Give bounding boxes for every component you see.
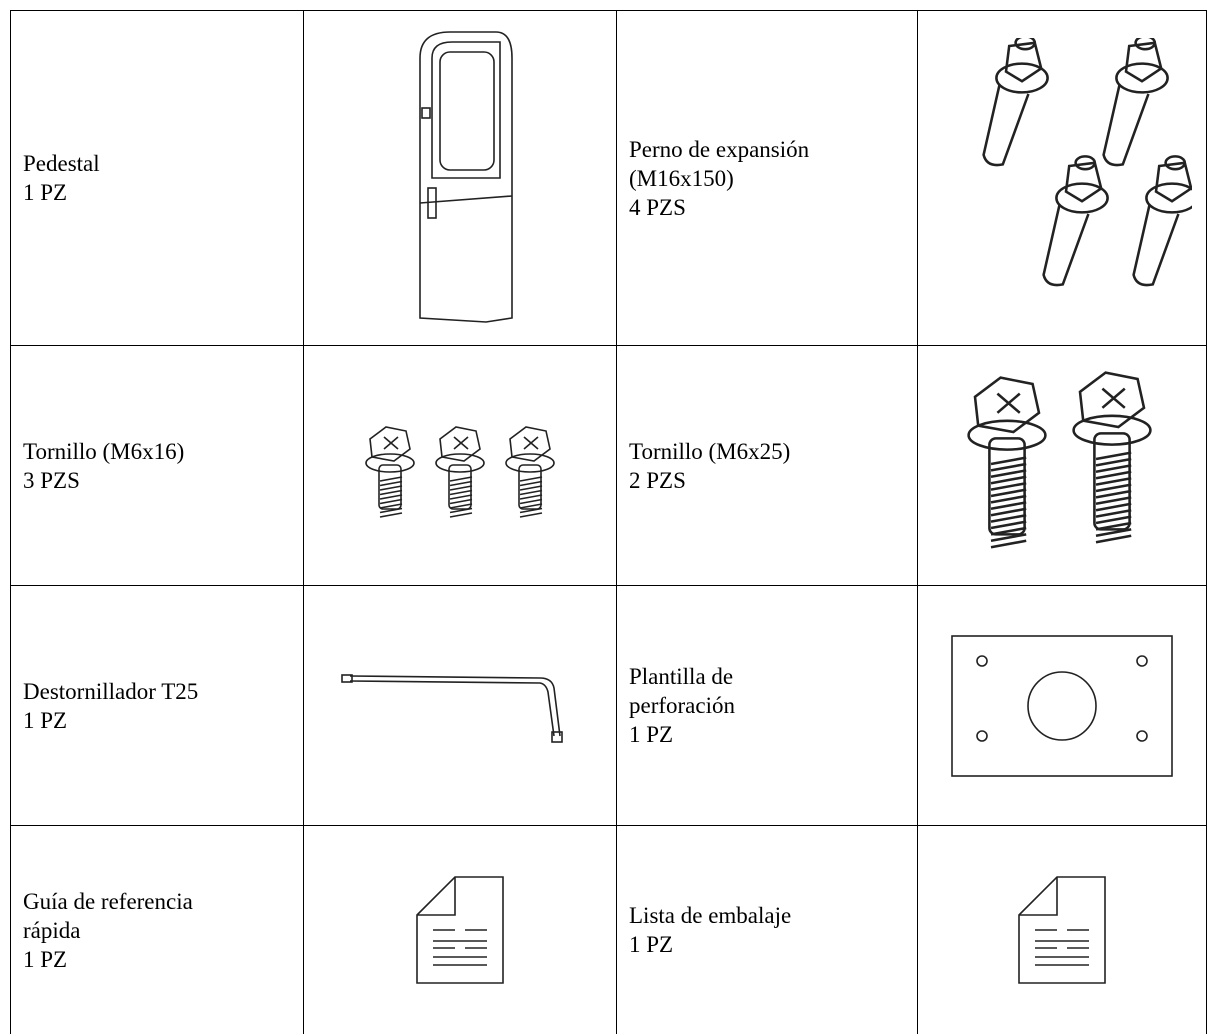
item-image [304, 346, 617, 586]
item-label: Pedestal 1 PZ [11, 11, 304, 346]
item-image [918, 826, 1207, 1034]
item-label: Plantilla de perforación 1 PZ [617, 586, 918, 826]
item-label: Tornillo (M6x25) 2 PZS [617, 346, 918, 586]
item-label: Guía de referencia rápida 1 PZ [11, 826, 304, 1034]
label-line: Plantilla de [629, 664, 734, 689]
label-line: Perno de expansión [629, 136, 810, 162]
item-label: Tornillo (M6x16) 3 PZS [11, 346, 304, 586]
label-line: Guía de referencia [23, 888, 193, 914]
label-line: 1 PZ [629, 932, 674, 957]
label-line: 1 PZ [23, 946, 68, 972]
label-line: Pedestal [23, 151, 100, 176]
label-line: perforación [629, 693, 735, 718]
item-image [304, 826, 617, 1034]
packing-table: Pedestal 1 PZ Perno de expansión (M16x150)… [10, 10, 1207, 1034]
label-line: Destornillador T25 [23, 678, 199, 704]
item-image [304, 11, 617, 346]
item-label: Destornillador T25 1 PZ [11, 586, 304, 826]
item-label: Perno de expansión (M16x150) 4 PZS [617, 11, 918, 346]
label-line: 1 PZ [629, 722, 674, 747]
label-line: 3 PZS [23, 467, 80, 493]
item-label: Lista de embalaje 1 PZ [617, 826, 918, 1034]
label-line: 1 PZ [23, 707, 68, 733]
label-line: (M16x150) [629, 165, 734, 191]
label-line: 1 PZ [23, 180, 68, 205]
label-line: rápida [23, 917, 81, 943]
item-image [918, 346, 1207, 586]
item-image [918, 11, 1207, 346]
label-line: 4 PZS [629, 194, 686, 220]
label-line: Lista de embalaje [629, 903, 792, 928]
label-line: Tornillo (M6x25) [629, 438, 791, 464]
item-image [304, 586, 617, 826]
item-image [918, 586, 1207, 826]
label-line: 2 PZS [629, 467, 686, 493]
label-line: Tornillo (M6x16) [23, 438, 185, 464]
